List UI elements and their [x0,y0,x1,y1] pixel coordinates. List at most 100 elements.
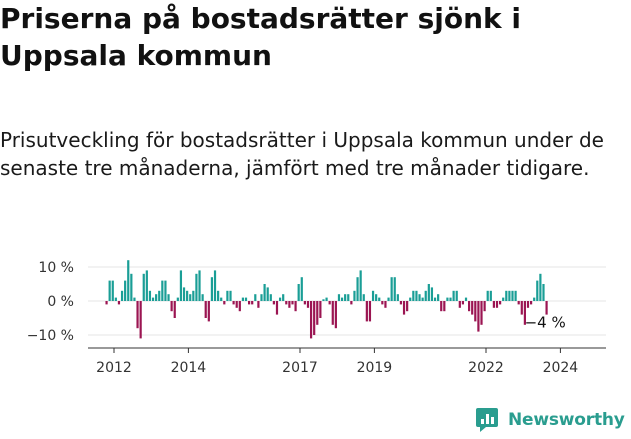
bar [282,294,285,301]
bar [266,287,269,301]
bar [235,301,238,308]
bar [257,301,260,308]
bar [139,301,142,339]
bar [474,301,477,322]
x-tick-label: 2019 [357,360,393,376]
bar [306,301,310,308]
bar [421,297,424,301]
x-tick-label: 2014 [171,360,207,376]
bar [136,301,139,329]
x-tick-label: 2017 [282,360,318,376]
bar [446,297,449,301]
y-tick-label: −10 % [27,328,74,344]
bar [347,294,350,301]
bar [278,297,282,301]
bar [542,284,545,301]
bar [108,280,111,301]
bar [489,290,492,301]
bar [173,301,176,318]
bar [285,301,288,305]
bar [232,301,235,305]
bar-chart: 10 % 0 % −10 % 2012 2014 2017 2019 2022 2024 −4… [27,260,606,376]
bar [368,301,372,322]
bar [111,280,114,301]
bar [390,277,393,301]
bar [238,301,241,312]
bar [334,301,337,329]
bar [406,301,409,312]
bar [517,301,520,305]
bar [371,290,375,301]
bar [427,284,430,301]
bar [269,294,272,301]
bar [353,290,356,301]
bar [480,301,483,325]
bar [158,290,161,301]
bar [204,301,207,318]
bar [325,297,328,301]
bar [176,297,179,301]
bar [393,277,396,301]
bar [186,290,189,301]
bar [207,301,210,322]
bar [443,301,446,312]
bar [142,273,145,301]
bar [492,301,495,308]
bar [455,290,458,301]
bar [254,294,257,301]
bar [458,301,461,308]
bar [461,301,465,305]
x-axis: 2012 2014 2017 2019 2022 2024 [88,347,606,376]
bar [483,301,486,312]
bars [105,260,548,339]
x-tick-label: 2012 [96,360,132,376]
bar [220,297,223,301]
bar [486,290,489,301]
bar [545,301,548,315]
bar [161,280,164,301]
bar [319,301,322,318]
bar [322,299,325,301]
bar [328,301,331,305]
bar [378,297,381,301]
bar [229,290,232,301]
bar [117,301,121,305]
bar [418,294,421,301]
bar [275,301,279,315]
bar [508,290,511,301]
bar [114,297,117,301]
bar [449,297,452,301]
bar [217,290,220,301]
bar [337,294,341,301]
y-tick-label: 0 % [47,294,74,310]
bar [381,301,384,305]
bar [155,294,158,301]
bar [195,273,198,301]
bar [133,297,136,301]
x-tick-label: 2022 [468,360,504,376]
bar [182,287,186,301]
bar [433,297,437,301]
bar [384,301,387,308]
bar [362,294,365,301]
bar [523,301,526,325]
bar [148,290,152,301]
newsworthy-logo: Newsworthy [475,407,625,433]
bar [291,301,294,305]
bar [533,297,536,301]
bar [170,301,173,312]
bar [536,280,539,301]
bar [260,294,263,301]
bar [520,301,523,315]
bar [375,294,378,301]
latest-value-label: −4 % [525,314,566,332]
bar [179,270,183,301]
bar [300,277,303,301]
bar [440,301,443,312]
bar [297,284,300,301]
bar [526,301,530,308]
bar [464,297,468,301]
bar [511,290,514,301]
bar [294,301,297,312]
bar [210,277,214,301]
